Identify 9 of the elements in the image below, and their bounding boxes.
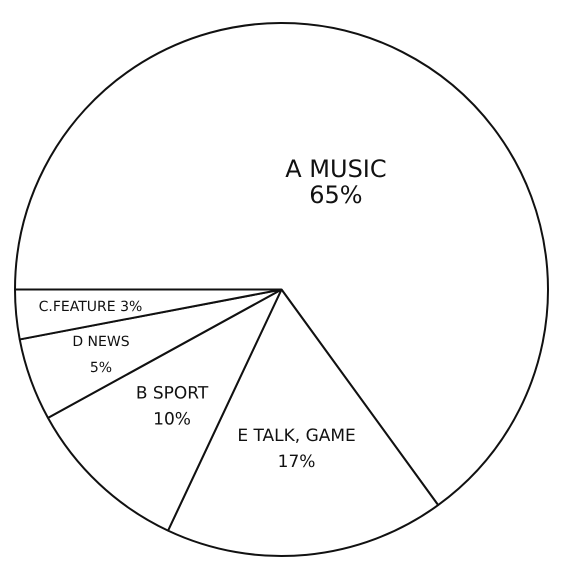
slice-label: A MUSIC: [285, 154, 387, 183]
slice-label: E TALK, GAME: [237, 426, 356, 446]
data-label: 5%: [90, 360, 112, 376]
data-label: 17%: [278, 452, 316, 472]
slice-label: B SPORT: [136, 383, 209, 404]
slice-label: D NEWS: [72, 334, 130, 350]
data-label: 65%: [309, 180, 363, 209]
slice-label: C.FEATURE 3%: [38, 299, 142, 316]
data-label: 10%: [153, 409, 191, 430]
